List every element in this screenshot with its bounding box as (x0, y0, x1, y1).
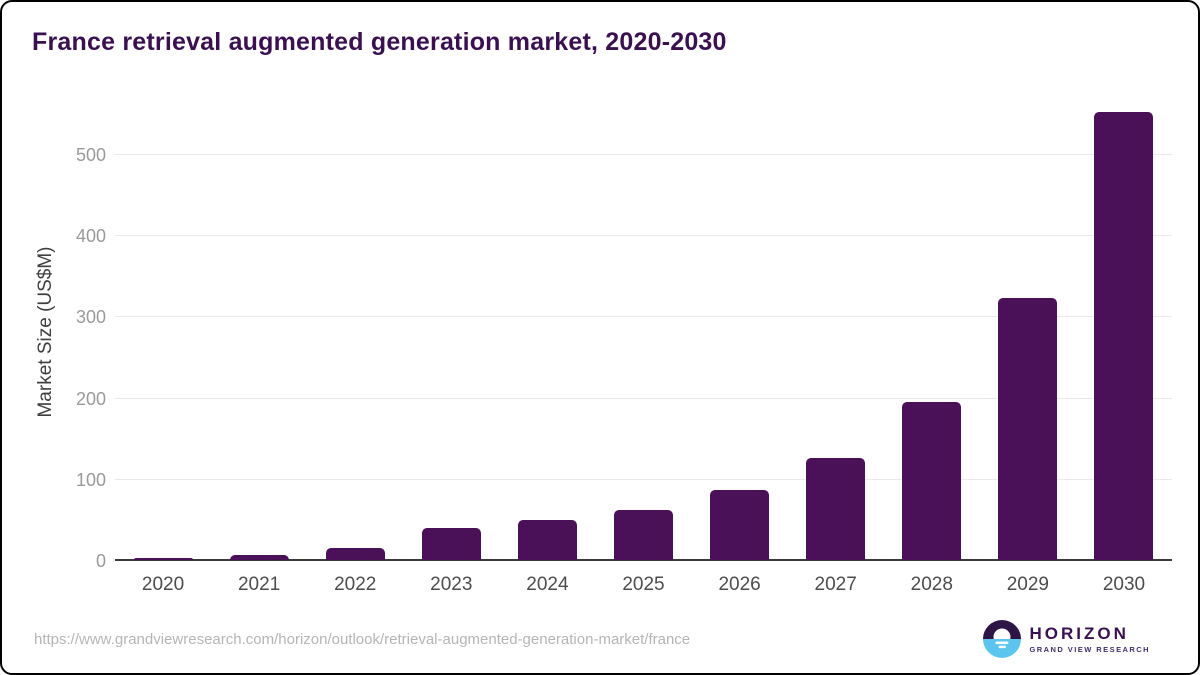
bar-2025 (614, 509, 673, 560)
x-tick-label-2021: 2021 (237, 574, 281, 595)
horizon-logo-title: HORIZON (1029, 623, 1129, 643)
gridline-100 (115, 478, 1172, 480)
bar-2021 (229, 555, 289, 560)
bar-2020 (133, 557, 193, 560)
x-tick-label-2027: 2027 (814, 574, 857, 595)
y-tick-label-200: 200 (75, 388, 106, 409)
x-tick-label-2028: 2028 (910, 574, 953, 595)
x-tick-label-2020: 2020 (141, 574, 185, 595)
gridline-500 (115, 153, 1172, 155)
y-tick-label-100: 100 (75, 469, 106, 490)
bar-2023 (421, 527, 481, 560)
horizon-logo-icon (982, 620, 1021, 658)
x-tick-label-2029: 2029 (1006, 574, 1049, 595)
x-tick-label-2026: 2026 (718, 574, 761, 595)
horizon-logo-text: HORIZON GRAND VIEW RESEARCH (1030, 625, 1150, 654)
gridline-300 (115, 316, 1172, 318)
y-tick-label-0: 0 (95, 551, 106, 571)
gridline-400 (115, 235, 1172, 237)
y-tick-label-500: 500 (75, 144, 106, 165)
x-axis-line (115, 559, 1172, 561)
x-axis-labels: 2020 2021 2022 2023 2024 2025 2026 2027 2028 2029… (115, 573, 1172, 599)
x-tick-label-2025: 2025 (622, 574, 665, 595)
bar-2027 (806, 457, 866, 560)
x-tick-label-2030: 2030 (1102, 574, 1146, 595)
plot-area (115, 102, 1172, 561)
y-tick-label-400: 400 (75, 226, 106, 247)
bar-2024 (517, 520, 577, 560)
bar-2028 (902, 401, 962, 560)
bar-2029 (998, 298, 1058, 560)
bar-2022 (325, 547, 385, 560)
chart-title: France retrieval augmented generation ma… (32, 28, 727, 56)
gridline-200 (115, 397, 1172, 399)
source-url: https://www.grandviewresearch.com/horizo… (34, 631, 691, 648)
horizon-logo-subtitle: GRAND VIEW RESEARCH (1029, 644, 1150, 654)
horizon-logo: HORIZON GRAND VIEW RESEARCH (982, 620, 1150, 658)
bar-2030 (1094, 112, 1154, 560)
x-tick-label-2024: 2024 (526, 574, 569, 595)
y-axis-ticks: 0 100 200 300 400 500 (2, 102, 106, 571)
bar-2026 (710, 490, 770, 560)
x-tick-label-2023: 2023 (430, 574, 473, 595)
y-tick-label-300: 300 (75, 307, 106, 328)
x-tick-label-2022: 2022 (334, 574, 377, 595)
